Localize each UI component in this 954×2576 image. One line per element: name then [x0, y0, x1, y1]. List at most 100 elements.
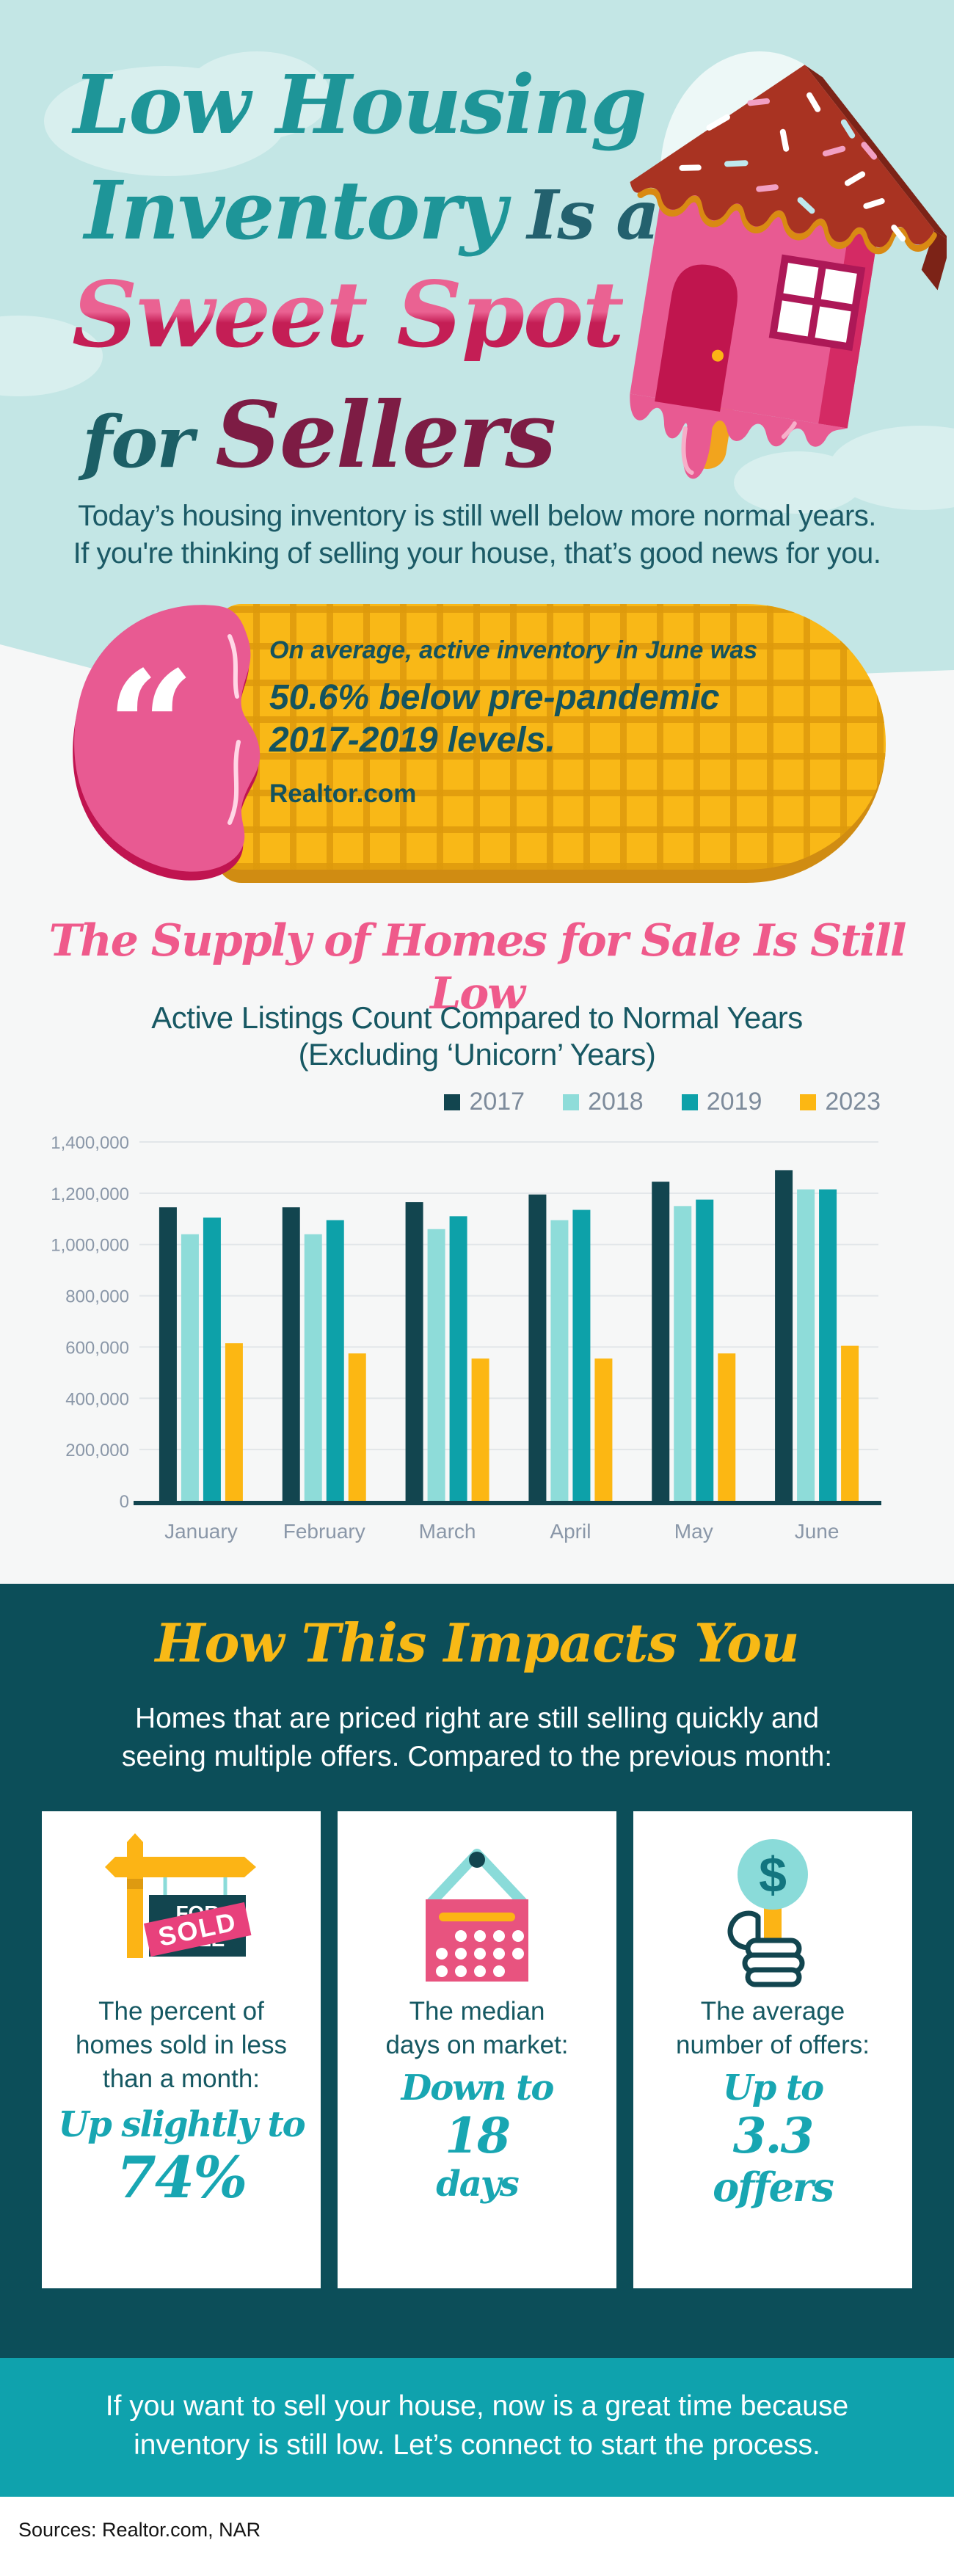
chocolate-roof	[630, 65, 935, 247]
x-axis-label: March	[419, 1520, 476, 1543]
offers-icon: $	[633, 1832, 912, 1994]
subtitle-line-1: Today’s housing inventory is still well …	[78, 500, 876, 532]
legend-label: 2018	[588, 1088, 644, 1116]
impact-intro-2: seeing multiple offers. Compared to the …	[121, 1741, 833, 1772]
sign-arm	[105, 1857, 256, 1877]
calendar-bar	[439, 1913, 515, 1921]
y-axis-tick-label: 600,000	[65, 1338, 129, 1358]
thumbs-up-hand	[727, 1910, 805, 1987]
dollar-sign: $	[759, 1847, 787, 1903]
legend-label: 2017	[469, 1088, 525, 1116]
title-line-3: Sweet Spot	[72, 262, 625, 368]
card-label-line: The median	[409, 1997, 545, 2026]
card-label: The median days on market:	[345, 1995, 609, 2062]
legend-label: 2019	[706, 1088, 762, 1116]
y-axis-tick-label: 1,000,000	[51, 1236, 129, 1256]
title-line-4: for Sellers	[82, 390, 556, 484]
chart-subtitle-2: (Excluding ‘Unicorn’ Years)	[298, 1037, 656, 1071]
legend-item: 2019	[681, 1088, 762, 1116]
bar	[696, 1199, 714, 1501]
bar	[348, 1353, 366, 1501]
door-knob	[711, 349, 724, 362]
quote-line-2: 50.6% below pre-pandemic	[269, 678, 720, 717]
card-label-line: than a month:	[102, 2064, 261, 2093]
waffle-background	[216, 604, 886, 883]
title-inventory: Inventory	[84, 163, 506, 258]
legend-swatch	[563, 1094, 580, 1110]
card-label-line: days on market:	[385, 2031, 569, 2059]
x-axis-label: January	[164, 1520, 238, 1543]
quote-source: Realtor.com	[269, 779, 417, 808]
legend-swatch	[444, 1094, 461, 1110]
bar	[528, 1194, 547, 1501]
x-axis-label: April	[550, 1520, 591, 1543]
y-axis-tick-label: 800,000	[65, 1287, 129, 1307]
title-for: for	[82, 401, 216, 484]
sign-post-top	[127, 1833, 143, 1842]
subtitle-line-2: If you're thinking of selling your house…	[73, 537, 881, 570]
bar	[449, 1216, 467, 1501]
cta-line-2: inventory is still low. Let’s connect to…	[134, 2429, 820, 2461]
bar	[775, 1170, 793, 1501]
y-axis-tick-label: 1,400,000	[51, 1133, 129, 1153]
y-axis-tick-label: 0	[120, 1492, 129, 1512]
bar	[652, 1182, 670, 1501]
legend-label: 2023	[825, 1088, 881, 1116]
title-is-a: Is a	[505, 175, 659, 255]
bar	[797, 1189, 815, 1501]
blob-highlight	[227, 634, 239, 699]
header-subtitle: Today’s housing inventory is still well …	[0, 498, 954, 572]
bar-chart: 0 200,000 400,000 600,000 800,000 1,000,000 1,…	[51, 1133, 881, 1543]
legend-item: 2018	[563, 1088, 644, 1116]
bar	[841, 1345, 859, 1501]
calendar-pin	[469, 1852, 485, 1868]
quote-line-3: 2017-2019 levels.	[269, 721, 556, 760]
cta-band	[0, 2358, 954, 2497]
y-axis-tick-label: 1,200,000	[51, 1185, 129, 1204]
quote-callout: “ On average, active inventory in June w…	[70, 604, 886, 883]
window-frame	[778, 292, 856, 313]
cta-line-1: If you want to sell your house, now is a…	[105, 2390, 849, 2422]
card-value-line: Down to	[401, 2067, 555, 2109]
card-label-line: The average	[700, 1997, 845, 2026]
calendar-dots	[436, 1930, 524, 1977]
card-value-line: Up slightly to	[58, 2104, 305, 2145]
blob-highlight	[227, 740, 241, 825]
bar	[282, 1207, 300, 1501]
card-value: Down to 18 days	[345, 2067, 609, 2205]
chart-subtitle-1: Active Listings Count Compared to Normal…	[151, 1000, 803, 1035]
sprinkles	[679, 92, 906, 242]
title-line-1: Low Housing	[73, 57, 647, 152]
title-sellers: Sellers	[215, 382, 556, 489]
impact-heading: How This Impacts You	[155, 1612, 799, 1674]
card-value-line: 18	[445, 2107, 511, 2165]
card-value-line: 3.3	[732, 2107, 815, 2165]
bar	[203, 1218, 221, 1501]
impact-card-offers: $ The average number of offers: Up to 3.…	[633, 1811, 912, 2288]
header-section: Low Housing Inventory Is a Sweet Spot fo…	[0, 0, 954, 699]
bar	[718, 1353, 736, 1501]
impact-intro-1: Homes that are priced right are still se…	[134, 1703, 820, 1734]
bar	[225, 1343, 243, 1501]
cloud-shape	[734, 451, 862, 514]
bar	[427, 1229, 445, 1501]
roof-side-3d	[921, 230, 947, 291]
bar	[572, 1209, 591, 1501]
legend-swatch	[800, 1094, 817, 1110]
quote-text-block: On average, active inventory in June was…	[269, 636, 757, 809]
sign-post-band	[127, 1879, 143, 1889]
drip-highlight	[681, 426, 694, 476]
bar	[181, 1234, 199, 1501]
bar	[405, 1202, 423, 1501]
legend-item: 2023	[800, 1088, 881, 1116]
impact-card-sold: FOR SALE SOLD The percent of homes sold …	[42, 1811, 321, 2288]
bar	[326, 1220, 344, 1501]
quote-line-1: On average, active inventory in June was	[269, 636, 758, 664]
card-label-line: homes sold in less	[76, 2031, 287, 2059]
card-value: Up slightly to 74%	[49, 2104, 313, 2211]
x-axis-label: February	[283, 1520, 365, 1543]
title-line-2: Inventory Is a	[84, 170, 660, 251]
house-door	[655, 264, 738, 412]
card-value-line: Up to	[722, 2067, 824, 2109]
